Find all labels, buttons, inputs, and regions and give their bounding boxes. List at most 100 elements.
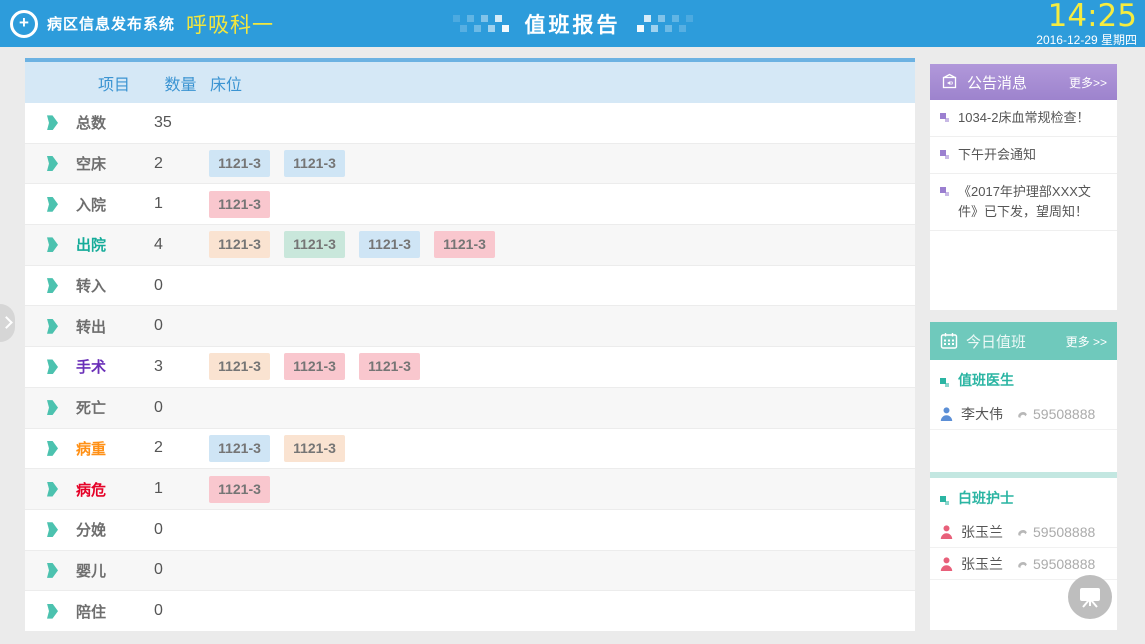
top-header: 病区信息发布系统 呼吸科一 值班报告 14:25 2016-12-29 星期四	[0, 0, 1145, 47]
staff-phone: 59508888	[1015, 524, 1095, 540]
announcement-item: 下午开会通知	[930, 137, 1117, 174]
today-duty-title: 今日值班	[966, 333, 1027, 351]
row-count: 4	[154, 235, 163, 253]
row-arrow-icon	[47, 562, 58, 578]
table-row: 死亡 0	[25, 387, 915, 429]
app-title: 病区信息发布系统	[47, 16, 176, 33]
table-row: 空床 2 1121-3 1121-3	[25, 143, 915, 185]
bed-badge: 1121-3	[359, 353, 420, 381]
checker-decor-left	[452, 15, 509, 32]
row-arrow-icon	[47, 400, 58, 416]
duty-doctor-heading: 值班医生	[930, 360, 1117, 398]
bed-badge: 1121-3	[359, 231, 420, 259]
phone-icon	[1018, 529, 1027, 536]
column-header-item: 项目	[97, 76, 130, 94]
header-brand: 病区信息发布系统 呼吸科一	[10, 0, 274, 47]
row-label: 婴儿	[76, 562, 107, 580]
row-count: 0	[154, 602, 163, 620]
today-duty-more-link[interactable]: 更多 >>	[1065, 334, 1107, 349]
row-arrow-icon	[47, 318, 58, 334]
notice-board-icon	[942, 73, 957, 88]
row-bed-list: 1121-3 1121-3 1121-3	[209, 353, 915, 381]
row-arrow-icon	[47, 196, 58, 212]
staff-name: 张玉兰	[961, 523, 1003, 540]
phone-icon	[1018, 561, 1027, 568]
row-count: 1	[154, 480, 163, 498]
row-count: 1	[154, 195, 163, 213]
row-count: 3	[154, 357, 163, 375]
row-bed-list: 1121-3 1121-3	[209, 434, 915, 462]
row-count: 2	[154, 154, 163, 172]
table-body: 总数 35 空床 2 1121-3 1121-3 入院 1 1121-3 出院 4…	[25, 103, 915, 631]
announcements-header: 公告消息 更多>>	[930, 64, 1117, 100]
bed-badge: 1121-3	[284, 434, 345, 462]
page-title: 值班报告	[524, 13, 621, 37]
row-label: 入院	[76, 196, 107, 214]
bed-badge: 1121-3	[209, 190, 270, 218]
row-count: 0	[154, 561, 163, 579]
row-label: 手术	[76, 359, 107, 377]
bullet-icon	[940, 150, 950, 160]
today-duty-header: 今日值班 更多 >>	[930, 322, 1117, 360]
bed-badge: 1121-3	[209, 475, 270, 503]
announcement-item: 1034-2床血常规检查！	[930, 100, 1117, 137]
announcement-list: 1034-2床血常规检查！ 下午开会通知 《2017年护理部XXX文件》已下发，…	[930, 100, 1117, 231]
table-row: 总数 35	[25, 103, 915, 144]
announcements-panel: 公告消息 更多>> 1034-2床血常规检查！ 下午开会通知 《2017年护理部…	[930, 64, 1117, 310]
bed-badge: 1121-3	[284, 231, 345, 259]
row-label: 空床	[76, 156, 107, 174]
row-label: 总数	[76, 115, 107, 133]
bed-badge: 1121-3	[284, 353, 345, 381]
row-bed-list: 1121-3 1121-3	[209, 150, 915, 178]
table-header-row: 项目 数量 床位	[25, 62, 915, 103]
staff-phone-number: 59508888	[1033, 555, 1096, 572]
bullet-icon	[940, 187, 950, 197]
row-label: 转出	[76, 318, 107, 336]
easel-icon	[1080, 588, 1100, 608]
staff-row: 张玉兰 59508888	[930, 548, 1117, 580]
duty-report-table: 项目 数量 床位 总数 35 空床 2 1121-3 1121-3 入院 1 11…	[25, 58, 915, 631]
row-bed-list: 1121-3 1121-3 1121-3 1121-3	[209, 231, 915, 259]
row-arrow-icon	[47, 603, 58, 619]
bed-badge: 1121-3	[209, 434, 270, 462]
row-count: 0	[154, 398, 163, 416]
clock: 14:25 2016-12-29 星期四	[1036, 0, 1137, 47]
row-label: 出院	[76, 237, 107, 255]
row-label: 病危	[76, 481, 107, 499]
row-bed-list: 1121-3	[209, 475, 915, 503]
board-button[interactable]	[1068, 575, 1112, 619]
column-header-count: 数量	[164, 76, 197, 94]
staff-phone: 59508888	[1015, 406, 1095, 422]
row-label: 转入	[76, 278, 107, 296]
announcement-text: 下午开会通知	[958, 147, 1037, 162]
bullet-icon	[940, 495, 950, 506]
table-row: 分娩 0	[25, 509, 915, 551]
staff-name: 李大伟	[961, 405, 1003, 422]
announcement-item: 《2017年护理部XXX文件》已下发，望周知！	[930, 174, 1117, 231]
hospital-logo-icon	[10, 9, 38, 38]
table-row: 入院 1 1121-3	[25, 184, 915, 226]
row-arrow-icon	[47, 278, 58, 294]
announcements-title: 公告消息	[967, 74, 1028, 92]
drawer-handle[interactable]	[0, 304, 15, 342]
section-divider	[930, 472, 1117, 478]
day-nurse-heading: 白班护士	[930, 478, 1117, 516]
checker-decor-right	[636, 15, 693, 32]
column-header-bed: 床位	[210, 76, 243, 94]
table-row: 手术 3 1121-3 1121-3 1121-3	[25, 347, 915, 388]
row-arrow-icon	[47, 115, 58, 131]
row-label: 病重	[76, 440, 107, 458]
duty-doctor-list: 李大伟 59508888	[930, 398, 1117, 430]
row-bed-list: 1121-3	[209, 190, 915, 218]
table-row: 出院 4 1121-3 1121-3 1121-3 1121-3	[25, 225, 915, 266]
department-name: 呼吸科一	[186, 13, 275, 37]
table-row: 转入 0	[25, 265, 915, 307]
bullet-icon	[940, 113, 950, 123]
row-arrow-icon	[47, 359, 58, 375]
clock-time: 14:25	[1047, 0, 1137, 34]
calendar-icon	[940, 333, 958, 349]
table-row: 陪住 0	[25, 591, 915, 631]
announcements-more-link[interactable]: 更多>>	[1068, 75, 1107, 90]
bed-badge: 1121-3	[434, 231, 495, 259]
bullet-icon	[940, 377, 950, 388]
